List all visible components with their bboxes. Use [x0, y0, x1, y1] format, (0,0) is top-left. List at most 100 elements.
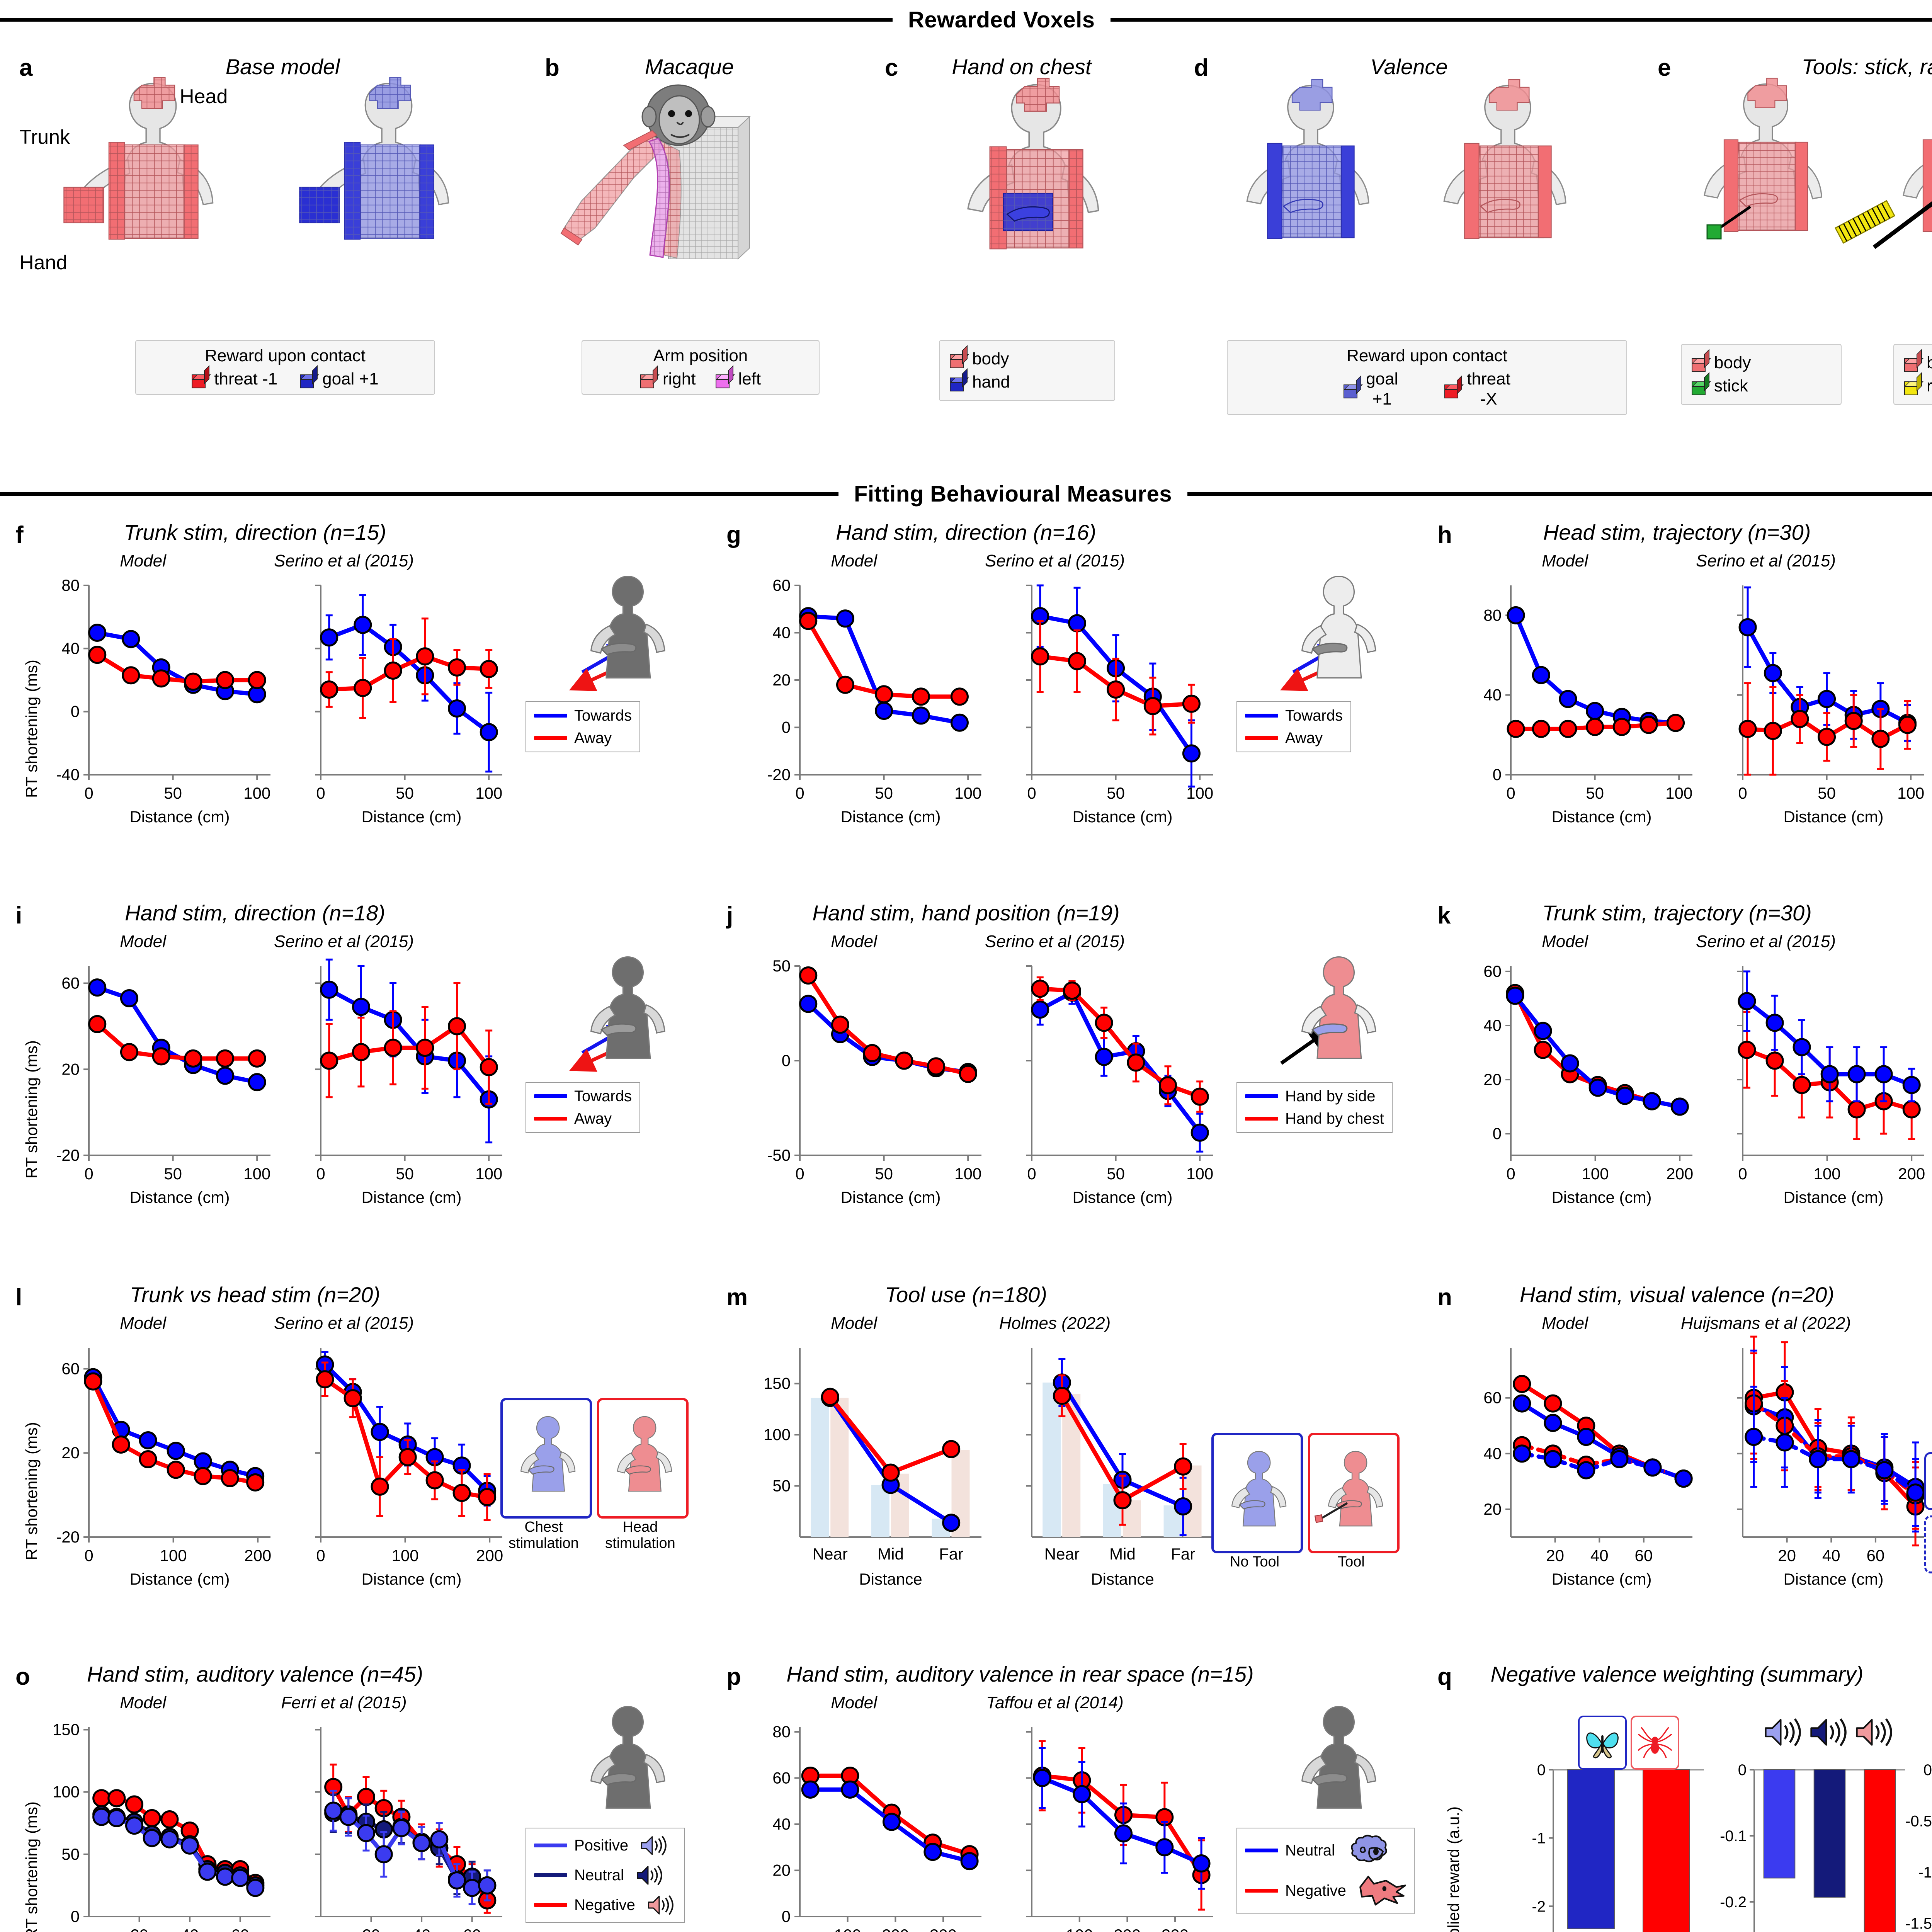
svg-text:50: 50 — [1107, 784, 1125, 802]
rule-left-2 — [0, 492, 838, 496]
svg-text:0: 0 — [316, 1546, 325, 1565]
svg-text:300: 300 — [930, 1926, 957, 1932]
svg-text:100: 100 — [764, 1425, 791, 1444]
legend-row-0: Towards — [534, 1088, 632, 1104]
legend-row-0: Hand by side — [1245, 1088, 1384, 1104]
panel-q-title: Negative valence weighting (summary) — [1490, 1662, 1864, 1686]
spider-icon — [1631, 1716, 1679, 1770]
stick-cube-icon — [1706, 224, 1722, 240]
panel-q: q Negative valence weighting (summary) Imp… — [1437, 1662, 1932, 1932]
cube-icon-blue-2 — [950, 368, 969, 391]
svg-text:-0.1: -0.1 — [1720, 1828, 1747, 1845]
svg-text:20: 20 — [1546, 1546, 1564, 1565]
legend-label-rake: rake — [1927, 376, 1932, 395]
svg-text:0: 0 — [1738, 1762, 1747, 1779]
svg-text:60: 60 — [1483, 1389, 1502, 1407]
legend-item-goal-d: goal +1 — [1344, 369, 1398, 409]
panel-k-title: Trunk stim, trajectory (n=30) — [1542, 901, 1812, 925]
speaker-red-icon — [1854, 1716, 1896, 1749]
svg-text:50: 50 — [164, 1165, 182, 1183]
svg-text:0: 0 — [1027, 1165, 1036, 1183]
legend-row-0: Towards — [534, 707, 632, 724]
svg-text:20: 20 — [1483, 1500, 1502, 1518]
svg-text:200: 200 — [1898, 1165, 1925, 1183]
svg-text:-20: -20 — [56, 1146, 80, 1164]
svg-text:80: 80 — [1483, 606, 1502, 624]
svg-text:20: 20 — [61, 1060, 80, 1078]
panel-n-xlabel-model: Distance (cm) — [1551, 1570, 1652, 1588]
tools-avatars — [1704, 78, 1932, 249]
panel-e-title: Tools: stick, rake — [1801, 54, 1932, 79]
svg-text:60: 60 — [772, 1769, 791, 1787]
panel-j-xlabel-model: Distance (cm) — [840, 1188, 941, 1206]
legend-label-body-e1: body — [1714, 353, 1751, 372]
svg-text:0: 0 — [782, 1907, 791, 1925]
panel-g-letter: g — [726, 522, 741, 548]
panel-a-title: Base model — [225, 54, 340, 79]
svg-text:0: 0 — [71, 702, 80, 721]
legend-text-0: Towards — [1285, 707, 1343, 724]
legend-swatch-2 — [534, 1903, 567, 1907]
panel-h-subtitle-source: Serino et al (2015) — [1696, 551, 1836, 570]
panel-p-legend: Neutral Negative — [1236, 1828, 1415, 1914]
panel-h-subtitle-model: Model — [1542, 551, 1588, 570]
svg-text:50: 50 — [875, 784, 893, 802]
panel-b-letter: b — [545, 54, 560, 81]
legend-item-hand: hand — [950, 368, 1010, 392]
legend-text-1: Hand by chest — [1285, 1110, 1384, 1127]
rake-handle — [1872, 201, 1932, 249]
svg-text:40: 40 — [772, 624, 791, 642]
legend-item-threat-d: threat -X — [1444, 369, 1510, 409]
svg-text:-1: -1 — [1918, 1864, 1932, 1881]
svg-text:100: 100 — [392, 1546, 419, 1565]
panel-b-legend-title: Arm position — [653, 346, 748, 365]
panel-f-xlabel-data: Distance (cm) — [361, 808, 462, 826]
panel-h-plot: 0 40 80 0 50 100 0 50 100 — [1483, 585, 1924, 802]
annotation-head: Head — [180, 85, 228, 108]
svg-text:-0.2: -0.2 — [1720, 1894, 1747, 1911]
svg-text:150: 150 — [764, 1374, 791, 1393]
panel-d: d Valence — [1190, 46, 1646, 456]
speaker-light-blue-icon — [1763, 1716, 1805, 1749]
svg-text:0: 0 — [1738, 784, 1747, 802]
panel-m-title: Tool use (n=180) — [885, 1282, 1047, 1307]
section-title-top: Rewarded Voxels — [908, 7, 1095, 32]
cube-icon-soft-red — [640, 365, 660, 388]
svg-text:100: 100 — [1814, 1165, 1841, 1183]
panel-n-hitmiss-legend: HitMiss — [1924, 1452, 1932, 1573]
svg-text:60: 60 — [463, 1926, 481, 1932]
svg-text:300: 300 — [1162, 1926, 1189, 1932]
cube-icon-yellow — [1904, 372, 1923, 395]
svg-text:50: 50 — [396, 1165, 414, 1183]
svg-text:20: 20 — [61, 1444, 80, 1462]
svg-text:20: 20 — [130, 1926, 148, 1932]
butterfly-miss-icon — [1924, 1515, 1932, 1573]
panel-f-subtitle-source: Serino et al (2015) — [274, 551, 414, 570]
svg-text:40: 40 — [772, 1815, 791, 1833]
panel-h-letter: h — [1437, 522, 1452, 548]
rule-left — [0, 18, 893, 22]
svg-text:100: 100 — [160, 1546, 187, 1565]
panel-i-subtitle-source: Serino et al (2015) — [274, 932, 414, 951]
svg-text:40: 40 — [181, 1926, 199, 1932]
panel-l-mini-caption-1: Head stimulation — [605, 1519, 675, 1551]
svg-text:40: 40 — [1590, 1546, 1609, 1565]
panel-m-plot: 50 100 150 Near Mid Far Near Mid Far — [764, 1348, 1213, 1563]
svg-text:20: 20 — [1483, 1070, 1502, 1088]
legend-swatch-1 — [534, 1873, 567, 1878]
legend-label-hand: hand — [972, 372, 1010, 391]
panel-m-xlabel-data: Distance — [1091, 1570, 1154, 1588]
svg-text:60: 60 — [1483, 962, 1502, 980]
panel-f-legend: Towards Away — [526, 701, 640, 752]
panel-g-subtitle-source: Serino et al (2015) — [985, 551, 1125, 570]
panel-a: a Base model Head Trunk Hand — [15, 46, 529, 456]
legend-text-1: Away — [574, 1110, 612, 1127]
legend-label-threat-d: threat — [1467, 369, 1510, 388]
panel-j: j Hand stim, hand position (n=19) Model Ser… — [726, 900, 1418, 1271]
svg-text:-1.5: -1.5 — [1905, 1915, 1932, 1932]
hand-on-chest-avatar — [967, 78, 1099, 250]
panel-m-xlabel-model: Distance — [859, 1570, 922, 1588]
svg-text:50: 50 — [61, 1845, 80, 1863]
panel-d-legend-title: Reward upon contact — [1347, 346, 1507, 365]
legend-text-0: Towards — [574, 1088, 632, 1105]
